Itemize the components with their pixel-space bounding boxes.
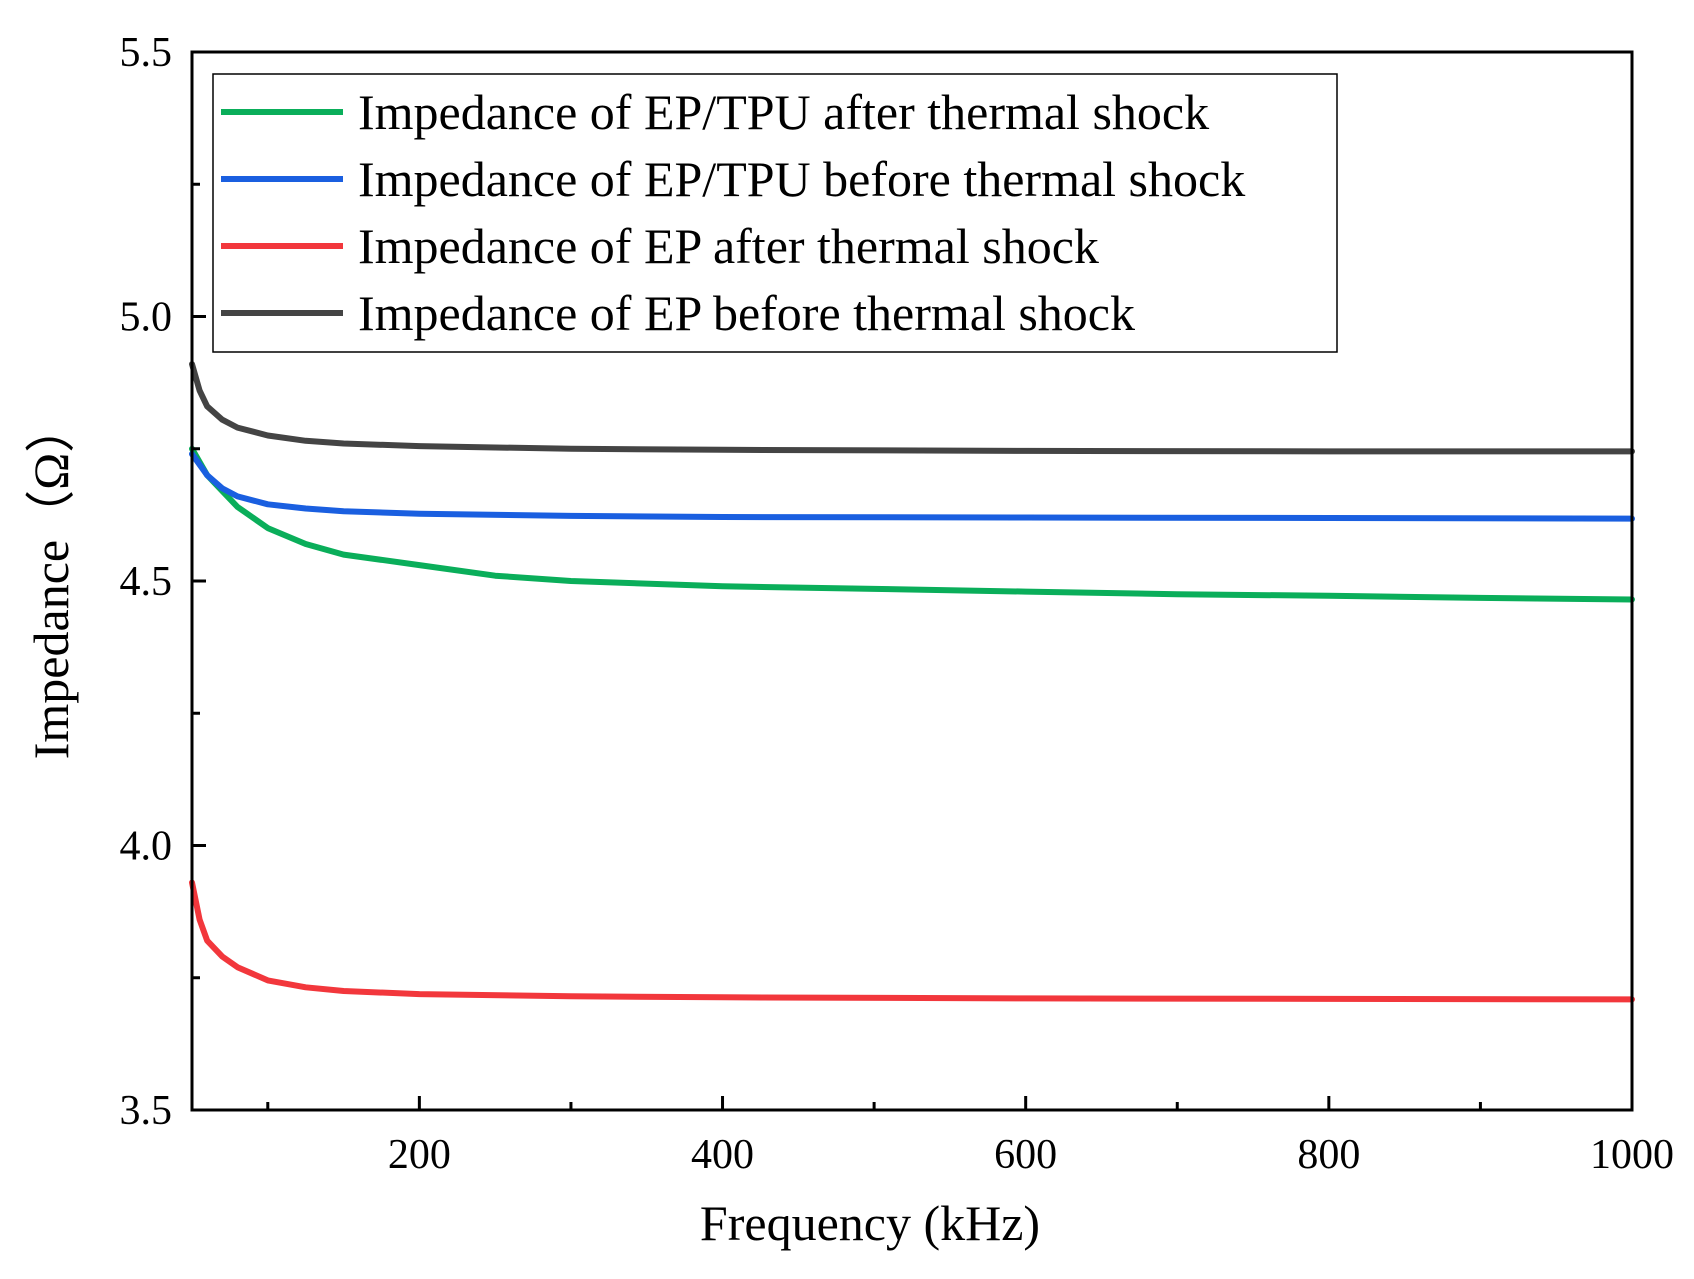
- series-line-4: [189, 361, 1635, 455]
- legend: Impedance of EP/TPU after thermal shock I…: [212, 73, 1338, 353]
- series-line-3: [189, 879, 1635, 1003]
- x-tick-label: 600: [994, 1132, 1057, 1178]
- y-tick-label: 4.0: [120, 824, 173, 870]
- ticks-layer: 200 400 600 800 1000 3.5 4.0 4.5 5.0 5.5: [120, 30, 1675, 1178]
- legend-label: Impedance of EP/TPU after thermal shock: [358, 84, 1209, 140]
- legend-label: Impedance of EP after thermal shock: [358, 218, 1099, 274]
- y-tick-label: 3.5: [120, 1088, 173, 1134]
- y-tick-label: 5.0: [120, 295, 173, 341]
- x-tick-label: 1000: [1590, 1132, 1674, 1178]
- y-axis-title: Impedance（Ω）: [23, 403, 79, 759]
- series-line-1: [189, 445, 1635, 603]
- plot-frame: [190, 50, 1634, 1112]
- series-line-2: [189, 451, 1635, 522]
- x-tick-label: 800: [1297, 1132, 1360, 1178]
- x-tick-label: 200: [388, 1132, 451, 1178]
- legend-box: [212, 73, 1338, 353]
- y-tick-label: 5.5: [120, 30, 173, 76]
- series-layer: [189, 361, 1635, 1003]
- legend-label: Impedance of EP before thermal shock: [358, 285, 1135, 341]
- legend-label: Impedance of EP/TPU before thermal shock: [358, 151, 1245, 207]
- y-tick-label: 4.5: [120, 559, 173, 605]
- x-tick-label: 400: [691, 1132, 754, 1178]
- x-axis-title: Frequency (kHz): [700, 1195, 1040, 1251]
